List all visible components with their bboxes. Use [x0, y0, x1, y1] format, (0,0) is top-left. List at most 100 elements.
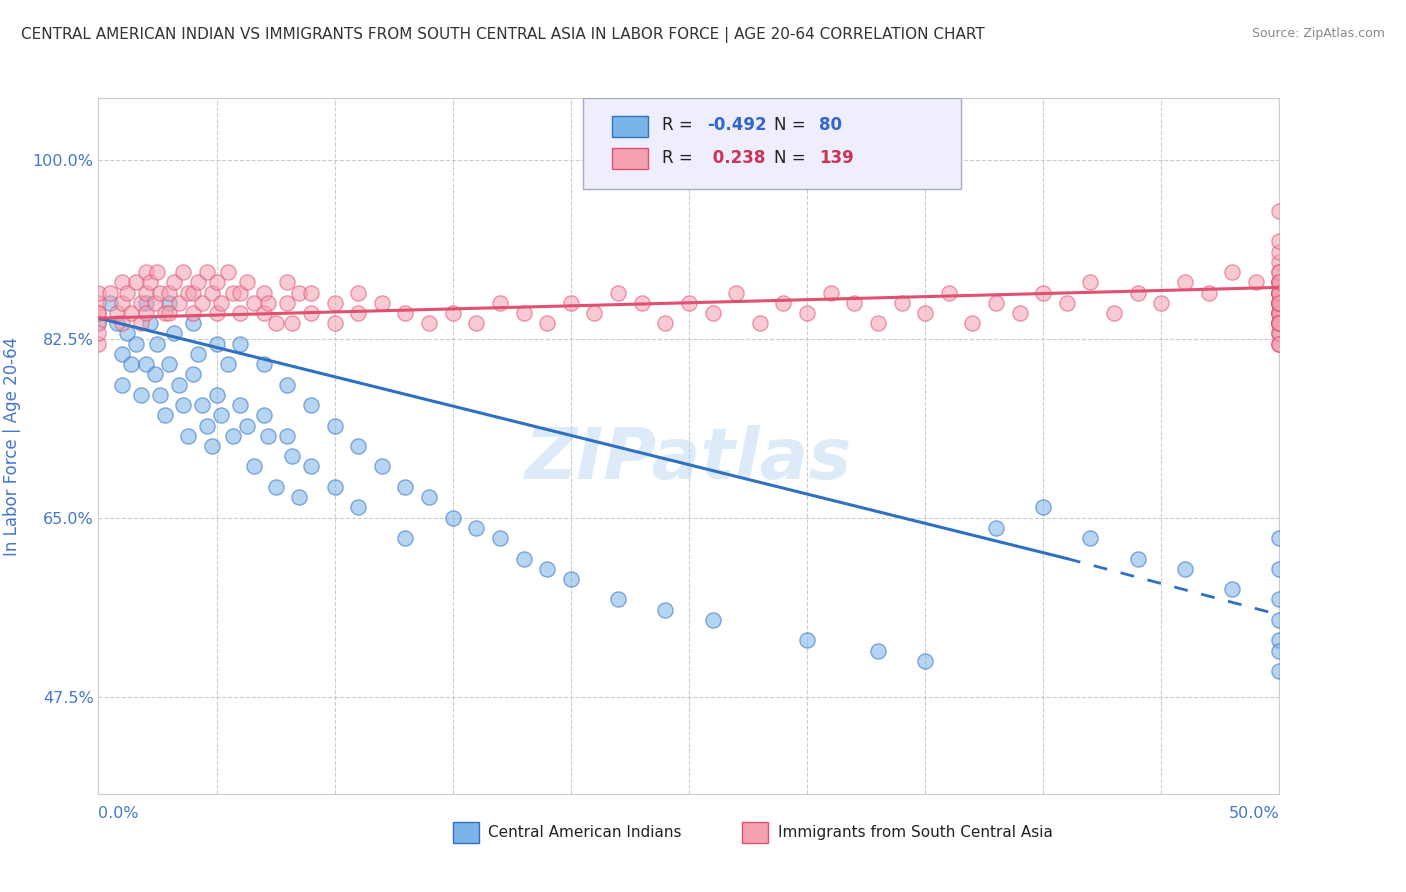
Point — [222, 429, 245, 443]
Point — [153, 409, 176, 423]
Point — [288, 285, 311, 300]
Point — [135, 357, 157, 371]
Point — [217, 357, 239, 371]
Point — [914, 306, 936, 320]
Point — [129, 388, 152, 402]
Point — [323, 316, 346, 330]
Point — [394, 306, 416, 320]
FancyBboxPatch shape — [612, 148, 648, 169]
Point — [441, 306, 464, 320]
Text: CENTRAL AMERICAN INDIAN VS IMMIGRANTS FROM SOUTH CENTRAL ASIA IN LABOR FORCE | A: CENTRAL AMERICAN INDIAN VS IMMIGRANTS FR… — [21, 27, 984, 43]
Point — [1080, 275, 1102, 289]
Point — [121, 357, 143, 371]
Point — [129, 316, 152, 330]
Point — [143, 368, 166, 382]
Point — [205, 388, 228, 402]
Point — [678, 295, 700, 310]
Point — [1268, 316, 1291, 330]
Point — [1174, 275, 1197, 289]
Point — [172, 265, 194, 279]
Point — [1268, 613, 1291, 627]
Point — [418, 316, 440, 330]
Text: Source: ZipAtlas.com: Source: ZipAtlas.com — [1251, 27, 1385, 40]
Point — [1268, 326, 1291, 341]
Point — [98, 285, 121, 300]
Point — [465, 521, 488, 535]
Point — [187, 275, 209, 289]
Point — [1268, 531, 1291, 545]
Point — [1126, 285, 1149, 300]
Point — [347, 306, 370, 320]
Point — [98, 295, 121, 310]
Point — [1268, 275, 1291, 289]
Point — [1126, 551, 1149, 566]
Point — [243, 459, 266, 474]
Point — [163, 326, 186, 341]
Point — [512, 551, 534, 566]
Text: 0.0%: 0.0% — [98, 806, 139, 822]
Point — [1268, 326, 1291, 341]
Point — [111, 377, 134, 392]
Point — [149, 285, 172, 300]
Point — [1268, 316, 1291, 330]
Point — [1080, 531, 1102, 545]
Point — [299, 306, 322, 320]
Point — [1198, 285, 1220, 300]
Point — [201, 285, 224, 300]
Point — [1268, 295, 1291, 310]
Point — [281, 449, 304, 463]
Point — [115, 326, 138, 341]
Text: Immigrants from South Central Asia: Immigrants from South Central Asia — [778, 824, 1053, 839]
Point — [253, 409, 276, 423]
Point — [87, 336, 110, 351]
Point — [984, 295, 1007, 310]
Point — [1268, 306, 1291, 320]
Point — [1056, 295, 1078, 310]
Point — [299, 459, 322, 474]
Point — [195, 418, 218, 433]
Point — [191, 398, 214, 412]
Point — [984, 521, 1007, 535]
Point — [87, 316, 110, 330]
Point — [87, 326, 110, 341]
Point — [87, 306, 110, 320]
Text: 80: 80 — [818, 116, 842, 135]
FancyBboxPatch shape — [742, 822, 768, 843]
Point — [111, 347, 134, 361]
Point — [441, 510, 464, 524]
Text: Central American Indians: Central American Indians — [488, 824, 682, 839]
Point — [229, 306, 252, 320]
Point — [371, 295, 394, 310]
Point — [1268, 295, 1291, 310]
Point — [1102, 306, 1125, 320]
Point — [1032, 500, 1054, 515]
Point — [702, 613, 724, 627]
Point — [229, 285, 252, 300]
Text: 0.238: 0.238 — [707, 149, 765, 167]
Point — [264, 316, 287, 330]
Point — [111, 275, 134, 289]
Point — [1268, 316, 1291, 330]
Point — [135, 265, 157, 279]
Point — [181, 316, 204, 330]
FancyBboxPatch shape — [612, 116, 648, 137]
Point — [536, 562, 558, 576]
Point — [323, 418, 346, 433]
Point — [890, 295, 912, 310]
Point — [725, 285, 748, 300]
Point — [1268, 316, 1291, 330]
Point — [654, 603, 676, 617]
Point — [146, 265, 169, 279]
Point — [146, 336, 169, 351]
Point — [157, 285, 180, 300]
Point — [560, 572, 582, 586]
Point — [1268, 295, 1291, 310]
Text: R =: R = — [662, 116, 697, 135]
FancyBboxPatch shape — [453, 822, 478, 843]
Point — [125, 336, 148, 351]
Point — [201, 439, 224, 453]
Point — [1150, 295, 1173, 310]
Point — [205, 336, 228, 351]
Point — [1032, 285, 1054, 300]
Point — [167, 295, 190, 310]
